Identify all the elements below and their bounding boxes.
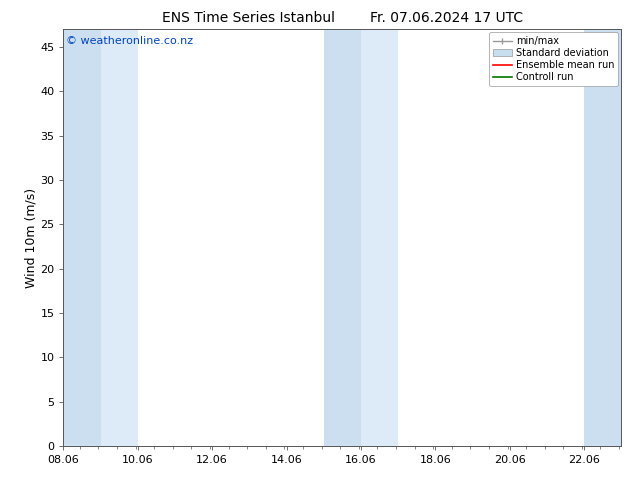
- Bar: [101, 29, 138, 446]
- Y-axis label: Wind 10m (m/s): Wind 10m (m/s): [25, 188, 37, 288]
- Bar: [63, 29, 101, 446]
- Title: ENS Time Series Istanbul        Fr. 07.06.2024 17 UTC: ENS Time Series Istanbul Fr. 07.06.2024 …: [162, 11, 523, 25]
- Bar: [324, 29, 361, 446]
- Text: © weatheronline.co.nz: © weatheronline.co.nz: [66, 36, 193, 46]
- Bar: [584, 29, 621, 446]
- Bar: [361, 29, 398, 446]
- Legend: min/max, Standard deviation, Ensemble mean run, Controll run: min/max, Standard deviation, Ensemble me…: [489, 32, 618, 86]
